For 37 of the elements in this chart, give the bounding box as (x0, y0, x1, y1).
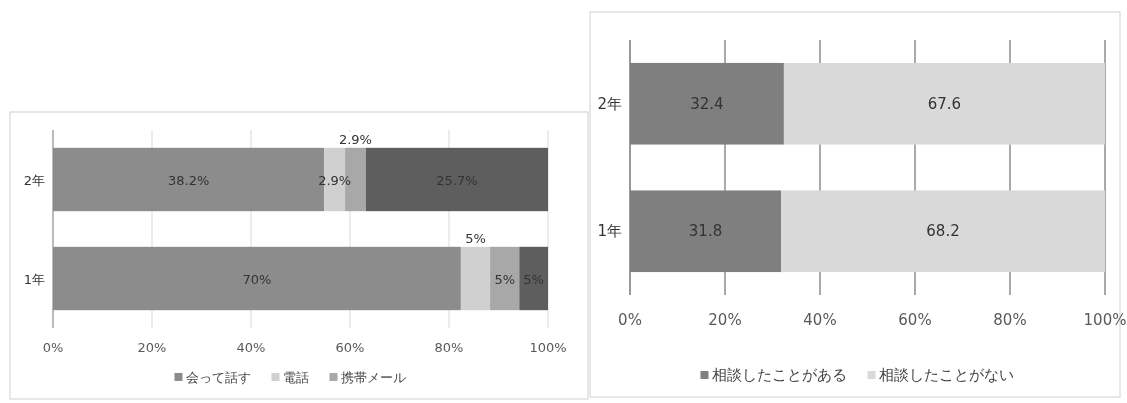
bar (460, 246, 491, 311)
data-label: 31.8 (688, 222, 723, 241)
bar (783, 62, 1105, 145)
x-tick-label: 100% (1083, 311, 1127, 329)
x-tick-label: 40% (803, 311, 837, 329)
legend-label: 電話 (282, 370, 309, 385)
data-label: 67.6 (927, 94, 962, 113)
x-tick-label: 60% (898, 311, 932, 329)
annotation: 5% (494, 271, 515, 287)
x-tick-label: 80% (434, 340, 464, 355)
bar (365, 147, 548, 212)
annotation: 2.9% (337, 131, 373, 147)
x-tick-label: 40% (236, 340, 266, 355)
legend-label: 会って話す (185, 370, 251, 385)
bar (519, 246, 548, 311)
data-label: 68.2 (926, 222, 960, 241)
x-tick-label: 0% (42, 340, 64, 355)
x-tick-label: 60% (335, 340, 365, 355)
legend-label: 相談したことがない (878, 366, 1014, 384)
y-tick-label: 2年 (597, 94, 622, 113)
y-tick-label: 1年 (23, 271, 45, 287)
annotation: 2.9% (318, 172, 352, 188)
legend-label: 相談したことがある (711, 366, 847, 384)
x-tick-label: 80% (993, 311, 1027, 329)
y-tick-label: 2年 (23, 172, 45, 188)
annotation: 38.2% (167, 172, 210, 188)
x-tick-label: 20% (708, 311, 742, 329)
x-tick-label: 0% (618, 311, 642, 329)
y-tick-label: 1年 (597, 222, 622, 241)
bar (490, 246, 520, 311)
x-tick-label: 20% (137, 340, 167, 355)
bar (781, 190, 1105, 273)
annotation: 5% (464, 230, 487, 246)
legend-label: 携帯メール (340, 370, 406, 385)
annotation: 70% (242, 271, 272, 287)
x-tick-label: 100% (529, 340, 567, 355)
data-label: 32.4 (690, 94, 724, 113)
